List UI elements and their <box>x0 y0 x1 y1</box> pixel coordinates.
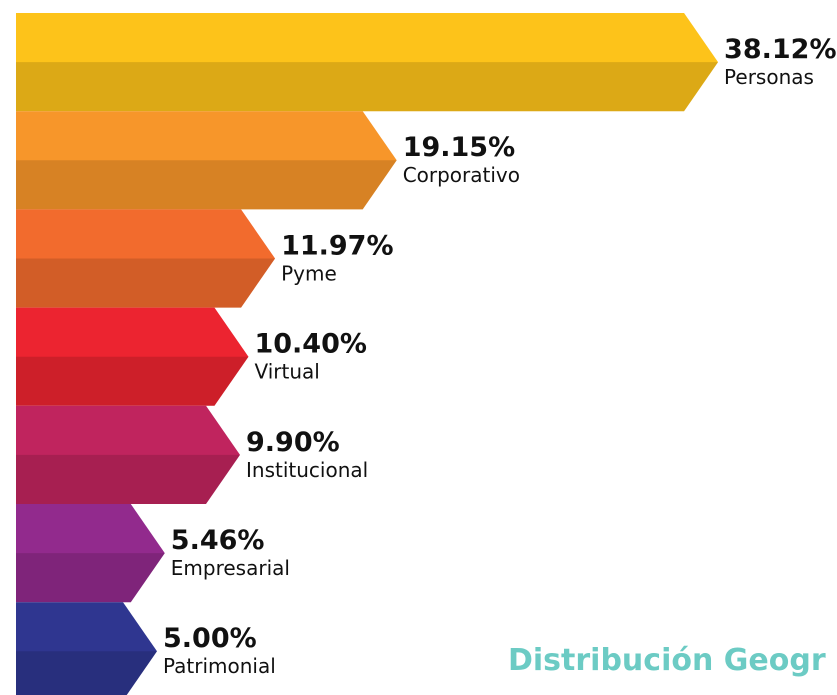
bar <box>16 111 397 210</box>
bar <box>16 504 165 603</box>
bar <box>16 307 249 406</box>
bar-shade <box>16 160 397 210</box>
value-label: 5.00% <box>163 623 257 654</box>
bar-shade <box>16 553 165 603</box>
annotation: Distribución Geogr <box>508 643 826 678</box>
value-label: 10.40% <box>254 329 366 360</box>
bar <box>16 405 241 504</box>
bar <box>16 602 157 695</box>
bar-shade <box>16 258 276 308</box>
bar <box>16 13 719 112</box>
category-label: Personas <box>724 65 814 89</box>
value-label: 38.12% <box>724 34 836 65</box>
value-label: 19.15% <box>403 132 515 163</box>
bar-shade <box>16 454 241 504</box>
category-label: Pyme <box>281 261 337 285</box>
value-label: 11.97% <box>281 230 393 261</box>
category-label: Virtual <box>254 360 319 384</box>
category-label: Institucional <box>246 458 368 482</box>
value-label: 9.90% <box>246 427 340 458</box>
category-label: Corporativo <box>403 163 520 187</box>
bar <box>16 209 276 308</box>
value-label: 5.46% <box>171 525 265 556</box>
bar-shade <box>16 62 719 112</box>
bar-shade <box>16 651 157 695</box>
bar-shade <box>16 356 249 406</box>
category-label: Empresarial <box>171 556 290 580</box>
category-label: Patrimonial <box>163 654 276 678</box>
